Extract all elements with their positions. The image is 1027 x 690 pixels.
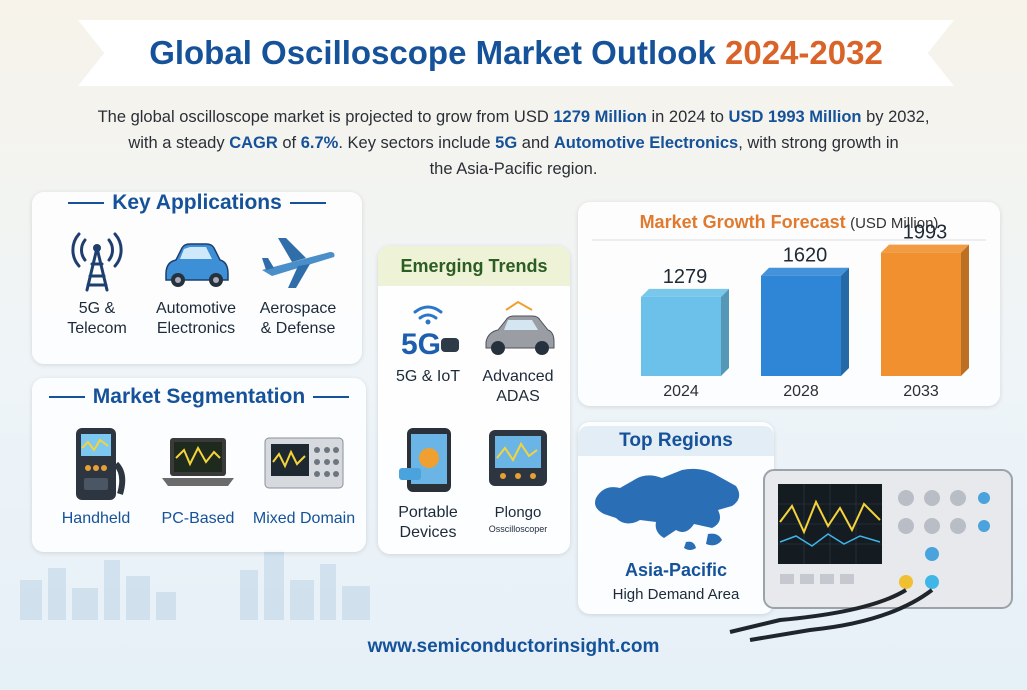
page-title: Global Oscilloscope Market Outlook 2024-…: [149, 34, 883, 72]
benchtop-scope-icon: [264, 437, 344, 489]
intro-part: of: [277, 134, 301, 152]
tablet-icon: [399, 428, 451, 492]
market-growth-chart-card: Market Growth Forecast (USD Million) 127…: [578, 202, 1000, 406]
trend-item: Portable Devices: [386, 424, 470, 543]
bar-chart: 1279 2024 1620 2028 1993 2033: [592, 222, 986, 400]
item-label-line1: Aerospace: [259, 300, 337, 317]
airplane-icon: [262, 238, 335, 288]
intro-text: The global oscilloscope market is projec…: [60, 104, 967, 182]
segment-item: Handheld: [50, 424, 142, 529]
intro-line-2: with a steady CAGR of 6.7%. Key sectors …: [60, 130, 967, 156]
chart-value-label: 1993: [903, 222, 948, 244]
laptop-icon: [162, 438, 234, 486]
chart-bar-2024: [641, 288, 729, 376]
application-item: Aerospace & Defense: [250, 230, 346, 339]
trend-label-line1: Advanced: [482, 368, 554, 385]
intro-line-3: the Asia-Pacific region.: [429, 160, 598, 178]
chart-title: Market Growth Forecast (USD Million): [578, 212, 1000, 233]
item-label-line2: Electronics: [156, 320, 236, 337]
trend-label-line1: Plongo: [494, 504, 542, 521]
portable-scope-icon: [489, 430, 547, 486]
key-applications-title: Key Applications: [32, 191, 362, 214]
intro-part: The global oscilloscope market is projec…: [97, 108, 554, 126]
market-segmentation-title: Market Segmentation: [32, 385, 366, 408]
intro-part: , with strong growth in: [738, 134, 899, 152]
top-regions-card: Top Regions Asia-Pacific High Demand Are…: [578, 422, 774, 614]
trend-label-line2: ADAS: [496, 388, 540, 405]
title-years: 2024-2032: [724, 34, 883, 71]
trend-label-line2: Devices: [399, 524, 457, 541]
sector-automotive: Automotive Electronics: [553, 134, 739, 152]
key-applications-card: Key Applications 5G & Telecom Automotive…: [32, 191, 362, 364]
intro-part: . Key sectors include: [338, 134, 496, 152]
segment-label: Handheld: [61, 510, 131, 527]
handheld-scope-icon: [76, 428, 126, 500]
footer-url-link[interactable]: www.semiconductorinsight.com: [367, 636, 660, 657]
5g-glyph: 5G: [401, 328, 441, 361]
title-banner: Global Oscilloscope Market Outlook 2024-…: [78, 20, 954, 86]
chart-value-label: 1620: [783, 245, 828, 267]
trend-label-line1: 5G & IoT: [395, 368, 461, 385]
sector-5g: 5G: [495, 134, 518, 152]
oscilloscope-illustration: [729, 469, 1013, 642]
intro-usd: USD: [728, 108, 764, 126]
application-item: Automotive Electronics: [150, 230, 242, 339]
intro-part: and: [517, 134, 554, 152]
chart-bar-2028: [761, 267, 849, 376]
top-regions-title: Top Regions: [578, 426, 774, 456]
cagr-value: 6.7%: [300, 134, 339, 152]
intro-part: with a steady: [128, 134, 230, 152]
trend-label-line2: Osscilloscoper: [488, 524, 548, 534]
trend-item: Advanced ADAS: [474, 298, 562, 407]
segment-item: PC-Based: [152, 424, 244, 529]
segment-item: Mixed Domain: [248, 424, 360, 529]
trend-label-line1: Portable: [398, 504, 458, 521]
item-label-line2: & Defense: [260, 320, 336, 337]
trend-item: 5G 5G & IoT: [386, 298, 470, 387]
car-icon: [165, 243, 229, 287]
intro-line-1: The global oscilloscope market is projec…: [60, 104, 967, 130]
market-segmentation-card: Market Segmentation Handheld PC-Based: [32, 378, 366, 552]
item-label-line2: Telecom: [67, 320, 127, 337]
chart-value-label: 1279: [663, 266, 708, 288]
trend-item: Plongo Osscilloscoper: [474, 424, 562, 535]
skyline-decoration: [20, 550, 370, 620]
chart-category-label: 2033: [903, 383, 939, 400]
chart-title-unit: (USD Million): [850, 215, 939, 232]
emerging-trends-card: Emerging Trends 5G 5G & IoT Advanced ADA…: [378, 246, 570, 554]
segment-label: PC-Based: [161, 510, 235, 527]
adas-car-icon: [485, 300, 555, 355]
segment-label: Mixed Domain: [252, 510, 356, 527]
asia-map-icon: [595, 468, 740, 550]
chart-category-label: 2028: [783, 383, 819, 400]
item-label-line1: Automotive: [155, 300, 237, 317]
chart-title-main: Market Growth Forecast: [639, 212, 846, 232]
value-2032: 1993 Million: [767, 108, 862, 126]
section-heading: Market Segmentation: [92, 385, 306, 408]
cagr-label: CAGR: [229, 134, 278, 152]
emerging-trends-title: Emerging Trends: [378, 246, 570, 286]
intro-part: in 2024 to: [646, 108, 729, 126]
region-note: High Demand Area: [612, 586, 740, 603]
item-label-line1: 5G &: [78, 300, 116, 317]
antenna-tower-icon: [71, 232, 123, 292]
chart-category-label: 2024: [663, 383, 699, 400]
intro-part: by 2032,: [861, 108, 930, 126]
value-2024: 1279 Million: [553, 108, 647, 126]
chart-bar-2033: [881, 244, 969, 376]
section-heading: Key Applications: [112, 191, 282, 214]
title-main: Global Oscilloscope Market Outlook: [149, 34, 716, 71]
application-item: 5G & Telecom: [52, 230, 142, 339]
5g-wifi-icon: 5G: [401, 305, 459, 361]
region-name: Asia-Pacific: [624, 560, 728, 580]
